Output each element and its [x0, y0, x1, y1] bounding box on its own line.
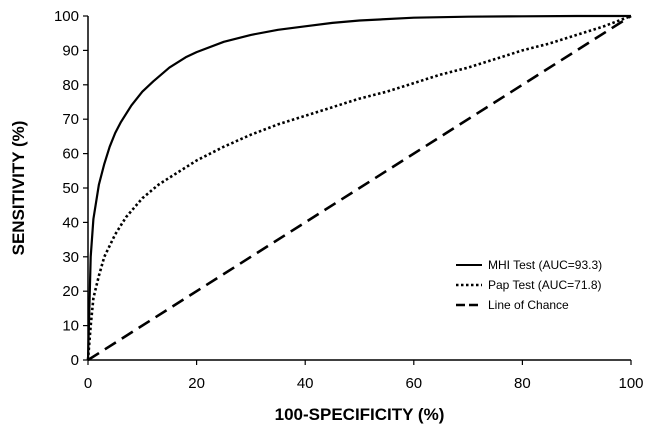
y-axis-title: SENSITIVITY (%) [9, 121, 28, 256]
legend-item-line-of-chance: Line of Chance [456, 298, 569, 312]
y-tick-label: 60 [62, 146, 79, 163]
x-tick-label: 60 [405, 375, 422, 392]
legend-label: Line of Chance [488, 298, 569, 312]
x-tick-label: 80 [514, 375, 531, 392]
legend: MHI Test (AUC=93.3) Pap Test (AUC=71.8) Li… [456, 258, 602, 312]
legend-label: MHI Test (AUC=93.3) [488, 258, 602, 272]
series-layer [86, 14, 632, 362]
pap-test-line [86, 14, 632, 361]
y-axis-ticks: 0 10 20 30 40 50 60 70 80 90 100 [54, 8, 88, 369]
y-tick-label: 10 [62, 318, 79, 335]
x-axis-title: 100-SPECIFICITY (%) [275, 405, 445, 424]
y-tick-label: 80 [62, 77, 79, 94]
y-tick-label: 0 [71, 352, 79, 369]
legend-item-mhi-test: MHI Test (AUC=93.3) [456, 258, 602, 272]
mhi-test-line [86, 14, 631, 361]
x-axis-ticks: 0 20 40 60 80 100 [84, 360, 644, 392]
y-tick-label: 50 [62, 180, 79, 197]
y-tick-label: 40 [62, 214, 79, 231]
y-tick-label: 100 [54, 8, 79, 25]
x-tick-label: 40 [297, 375, 314, 392]
y-tick-label: 30 [62, 249, 79, 266]
x-tick-label: 20 [188, 375, 205, 392]
y-tick-label: 90 [62, 42, 79, 59]
x-tick-label: 100 [618, 375, 643, 392]
y-tick-label: 20 [62, 283, 79, 300]
y-tick-label: 70 [62, 111, 79, 128]
x-tick-label: 0 [84, 375, 92, 392]
legend-item-pap-test: Pap Test (AUC=71.8) [456, 278, 602, 292]
legend-label: Pap Test (AUC=71.8) [488, 278, 602, 292]
line-of-chance [87, 14, 632, 362]
